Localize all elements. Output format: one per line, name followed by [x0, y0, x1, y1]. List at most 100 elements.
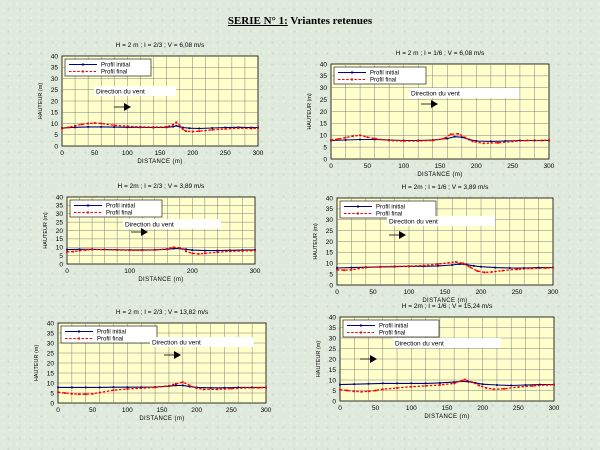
data-point-profil-final [197, 253, 200, 255]
x-tick-label: 200 [191, 407, 202, 414]
data-point-profil-final [497, 141, 500, 144]
y-axis-label: HAUTEUR (m) [316, 341, 322, 378]
data-point-profil-final [501, 269, 504, 272]
data-point-profil-final [191, 252, 194, 255]
y-tick-label: 40 [326, 195, 334, 202]
series-line-profil-initial [330, 136, 549, 142]
x-tick-label: 250 [513, 405, 524, 412]
y-tick-label: 35 [326, 206, 334, 213]
y-tick-label: 35 [51, 65, 59, 72]
data-point-profil-initial [438, 382, 441, 384]
x-tick-label: 300 [250, 268, 261, 275]
x-tick-label: 250 [507, 163, 518, 170]
legend-label: Profil initial [370, 71, 399, 77]
legend-label: Profil initial [97, 330, 126, 336]
data-point-profil-initial [410, 382, 413, 385]
data-point-profil-initial [140, 386, 143, 389]
wind-arrow-head [141, 228, 148, 236]
data-point-profil-final [241, 250, 244, 252]
data-point-profil-final [343, 269, 346, 272]
data-point-profil-final [211, 128, 214, 131]
data-point-profil-final [84, 249, 87, 251]
y-tick-label: 40 [47, 320, 55, 327]
data-point-profil-initial [87, 125, 90, 128]
data-point-profil-final [195, 387, 198, 390]
data-point-profil-final [91, 248, 93, 251]
y-tick-label: 40 [51, 53, 59, 60]
data-point-profil-initial [373, 138, 376, 141]
y-tick-label: 0 [54, 143, 58, 150]
y-tick-label: 5 [323, 144, 327, 151]
data-point-profil-initial [436, 264, 439, 267]
data-point-profil-final [178, 247, 181, 249]
data-point-profil-initial [446, 137, 449, 140]
x-tick-label: 50 [91, 150, 99, 157]
y-tick-label: 20 [326, 239, 334, 246]
data-point-profil-final [402, 140, 405, 142]
data-point-profil-final [464, 136, 467, 139]
y-tick-label: 30 [320, 85, 328, 92]
wind-label-box [393, 338, 501, 348]
legend-marker [357, 205, 359, 208]
data-point-profil-final [198, 130, 201, 133]
data-point-profil-initial [336, 267, 338, 269]
data-point-profil-final [168, 384, 170, 387]
x-tick-label: 200 [476, 289, 487, 296]
data-point-profil-final [98, 391, 101, 394]
data-point-profil-final [254, 249, 256, 252]
data-point-profil-initial [237, 386, 240, 389]
data-point-profil-initial [524, 384, 527, 386]
data-point-profil-final [141, 249, 144, 252]
data-point-profil-initial [451, 264, 454, 266]
data-point-profil-final [152, 126, 155, 128]
data-point-profil-final [258, 386, 260, 389]
data-point-profil-initial [203, 249, 206, 252]
data-point-profil-final [530, 267, 533, 270]
data-point-profil-initial [229, 249, 231, 252]
x-tick-label: 200 [187, 268, 198, 275]
data-point-profil-final [540, 139, 543, 142]
data-point-profil-final [373, 137, 376, 140]
legend-box [342, 319, 440, 338]
y-axis-label: HAUTEUR (m) [313, 223, 319, 260]
data-point-profil-final [230, 387, 233, 390]
data-point-profil-final [367, 390, 370, 393]
legend-marker [78, 330, 80, 333]
data-point-profil-final [545, 384, 548, 386]
x-tick-label: 200 [477, 405, 488, 412]
data-point-profil-initial [223, 386, 226, 389]
data-point-profil-final [74, 124, 76, 127]
data-point-profil-final [357, 267, 360, 270]
legend-box [333, 66, 427, 85]
page-title: SERIE N° 1: Vriantes retenues [0, 15, 600, 27]
data-point-profil-final [237, 127, 240, 130]
legend-marker [357, 212, 359, 215]
y-tick-label: 0 [59, 261, 63, 268]
data-point-profil-final [178, 124, 181, 127]
x-tick-label: 200 [471, 163, 482, 170]
data-point-profil-initial [523, 267, 526, 269]
y-tick-label: 10 [329, 377, 337, 384]
data-point-profil-initial [112, 386, 115, 389]
chart-h2-i23-v389: H = 2m ; I = 2/3 ; V = 3,89 m/s051015202… [43, 183, 261, 283]
data-point-profil-final [442, 137, 445, 140]
data-point-profil-final [454, 261, 457, 263]
legend-box [60, 325, 158, 344]
chart-title: H = 2 m ; I = 1/6 ; V = 6,08 m/s [396, 50, 485, 57]
data-point-profil-final [181, 128, 184, 131]
data-point-profil-initial [480, 265, 482, 268]
x-tick-label: 50 [372, 405, 380, 412]
y-tick-label: 0 [329, 282, 333, 289]
data-point-profil-initial [191, 249, 194, 251]
chart-h2-i16-v608: H = 2 m ; I = 1/6 ; V = 6,08 m/s 0 5 10 15 20… [307, 50, 555, 178]
data-point-profil-initial [209, 386, 212, 389]
data-point-profil-final [188, 384, 191, 387]
legend-marker [78, 337, 80, 340]
y-tick-label: 30 [56, 211, 64, 218]
data-point-profil-initial [181, 384, 184, 387]
y-tick-label: 0 [50, 400, 54, 407]
data-point-profil-final [257, 127, 259, 130]
data-point-profil-final [511, 140, 514, 143]
x-tick-label: 50 [369, 289, 377, 296]
series-line-profil-initial [339, 380, 554, 387]
